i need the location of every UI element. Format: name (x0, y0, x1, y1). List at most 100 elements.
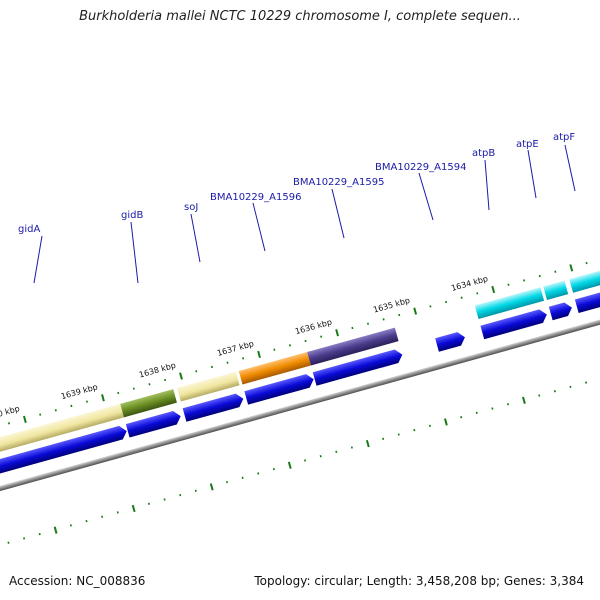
outer-scale-minor-tick (225, 480, 229, 484)
outer-scale-major-tick (443, 418, 448, 426)
scale-minor-tick (523, 279, 526, 282)
outer-scale-minor-tick (319, 454, 322, 458)
leader-atpf (564, 144, 576, 192)
outer-scale-major-tick (365, 439, 370, 448)
scale-minor-tick (54, 409, 57, 412)
outer-scale-minor-tick (272, 467, 275, 471)
cds-arrow-bma10229-a1594[interactable] (435, 331, 467, 352)
scale-minor-tick (429, 305, 432, 308)
scale-minor-tick (507, 283, 510, 286)
cds-arrow-bma10229-a1595[interactable] (312, 348, 404, 386)
scale-minor-tick (7, 422, 10, 425)
gene-label-gida[interactable]: gidA (18, 224, 40, 235)
feature-soj[interactable] (177, 371, 240, 402)
gene-label-soj[interactable]: soJ (184, 202, 198, 213)
scale-minor-tick (273, 348, 276, 351)
outer-scale-major-tick (209, 483, 214, 491)
scale-major-tick (491, 285, 496, 294)
feature-atpf[interactable] (569, 255, 600, 293)
outer-scale-minor-tick (335, 450, 338, 454)
scale-minor-tick (320, 335, 323, 338)
outer-scale-major-tick (287, 461, 292, 469)
gene-label-bma10229-a1596[interactable]: BMA10229_A1596 (210, 192, 301, 203)
accession-label: Accession: NC_008836 (9, 574, 146, 588)
genome-title: Burkholderia mallei NCTC 10229 chromosom… (79, 9, 521, 24)
scale-major-tick (179, 372, 183, 380)
feature-bma10229-a1595[interactable] (307, 327, 399, 366)
gene-label-atpe[interactable]: atpE (516, 139, 539, 150)
feature-track (0, 255, 600, 466)
scale-major-tick (257, 350, 261, 359)
scale-minor-tick (304, 339, 307, 343)
outer-scale-minor-tick (241, 476, 244, 479)
kbp-labels: 1640 kbp 1639 kbp 1638 kbp 1637 kbp 1636… (0, 274, 489, 423)
scale-minor-tick (460, 296, 463, 299)
scale-minor-tick (148, 383, 151, 386)
scale-minor-tick (366, 322, 370, 325)
scale-major-tick (413, 307, 418, 315)
scale-major-tick (22, 415, 27, 424)
outer-scale-minor-tick (179, 493, 182, 497)
kbp-label-1634: 1634 kbp (450, 274, 489, 293)
gene-label-bma10229-a1594[interactable]: BMA10229_A1594 (375, 162, 466, 173)
feature-atpe[interactable] (543, 280, 569, 300)
feature-gidb[interactable] (120, 389, 177, 418)
gene-label-bma10229-a1595[interactable]: BMA10229_A1595 (293, 177, 384, 188)
feature-gida[interactable] (0, 403, 124, 466)
outer-scale-minor-tick (553, 390, 556, 393)
scale-minor-tick (164, 378, 167, 382)
cds-arrow-atpb[interactable] (480, 308, 548, 340)
outer-scale-major-tick (131, 504, 136, 513)
cds-arrow-gidb[interactable] (125, 409, 183, 438)
outer-scale-minor-tick (116, 511, 119, 514)
scale-minor-tick (195, 370, 198, 373)
outer-scale-major-tick (522, 396, 526, 404)
scale-minor-tick (585, 261, 588, 265)
outer-scale-minor-tick (413, 428, 416, 432)
outer-scale-minor-tick (85, 519, 88, 523)
leader-atpb (484, 159, 490, 211)
tick-marks (7, 261, 588, 544)
scale-minor-tick (538, 274, 541, 278)
scale-major-tick (335, 329, 340, 337)
outer-scale-minor-tick (257, 472, 260, 475)
scale-minor-tick (476, 292, 479, 295)
kbp-label-1637: 1637 kbp (216, 339, 255, 358)
scale-minor-tick (398, 313, 401, 317)
cds-arrow-bma10229-a1596[interactable] (244, 372, 315, 405)
scale-major-tick (101, 394, 105, 402)
feature-atpb[interactable] (474, 287, 545, 319)
cds-arrow-gida[interactable] (0, 424, 129, 486)
leader-bma10229-a1594 (418, 172, 434, 221)
cds-arrow-atpe[interactable] (548, 301, 574, 321)
leader-gidb (130, 221, 139, 284)
outer-scale-minor-tick (163, 498, 166, 501)
gene-labels: gidA gidB soJ BMA10229_A1596 BMA10229_A1… (18, 132, 575, 235)
outer-scale-minor-tick (538, 394, 541, 397)
outer-scale-minor-tick (428, 424, 431, 428)
outer-scale-minor-tick (569, 385, 572, 389)
scale-minor-tick (39, 413, 42, 416)
gene-label-atpb[interactable]: atpB (472, 148, 495, 159)
leader-atpe (527, 149, 537, 199)
scale-minor-tick (117, 391, 120, 395)
outer-scale-minor-tick (7, 541, 10, 544)
outer-scale-minor-tick (350, 446, 353, 449)
outer-scale-minor-tick (460, 416, 463, 419)
kbp-label-1638: 1638 kbp (138, 361, 177, 380)
outer-scale-minor-tick (38, 532, 41, 536)
kbp-label-1640: 1640 kbp (0, 404, 21, 423)
scale-minor-tick (70, 404, 73, 408)
cds-arrow-atpf[interactable] (574, 274, 600, 314)
cds-arrow-soj[interactable] (182, 392, 246, 422)
gene-label-atpf[interactable]: atpF (553, 132, 575, 143)
outer-scale-minor-tick (475, 411, 478, 415)
feature-bma10229-a1596[interactable] (238, 351, 311, 385)
leader-bma10229-a1595 (331, 188, 345, 239)
gene-leader-lines (33, 144, 576, 284)
outer-scale-minor-tick (506, 403, 510, 406)
gene-label-gidb[interactable]: gidB (121, 210, 143, 221)
outer-scale-minor-tick (585, 381, 588, 384)
outer-scale-minor-tick (194, 489, 197, 492)
